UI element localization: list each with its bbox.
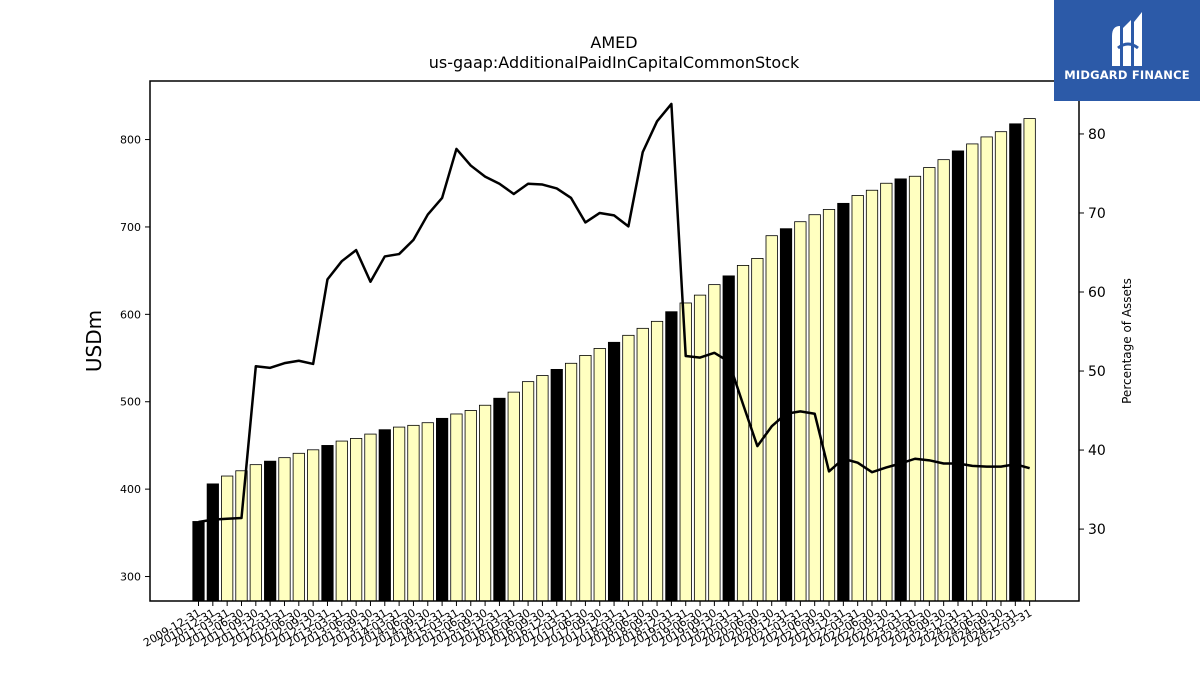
bar (478, 404, 492, 602)
bar (536, 375, 549, 602)
y2-tick-label: 70 (1088, 206, 1106, 222)
bar (994, 131, 1008, 602)
bar (450, 413, 463, 602)
bar (221, 475, 234, 602)
bar (751, 258, 764, 602)
y-tick-label: 600 (120, 308, 141, 321)
bar (206, 483, 219, 602)
bar (837, 202, 850, 602)
y-tick-label: 500 (120, 396, 141, 409)
bar (880, 182, 893, 602)
bar (407, 424, 420, 602)
midgard-finance-logo: MIDGARD FINANCE (1054, 0, 1200, 101)
logo-text: MIDGARD FINANCE (1064, 68, 1190, 82)
y2-axis-label: Percentage of Assets (1120, 278, 1134, 404)
y-axis-label: USDm (82, 310, 106, 372)
bar (951, 150, 965, 602)
bar (966, 143, 979, 602)
y-tick-label: 300 (120, 571, 141, 584)
y-tick-label: 700 (120, 221, 141, 234)
bar (765, 235, 778, 602)
bar (650, 320, 664, 602)
bar (493, 397, 506, 602)
bar (708, 284, 721, 602)
bar (235, 470, 248, 602)
bar (851, 195, 864, 602)
logo-mark-icon (1112, 12, 1142, 66)
bar (550, 368, 563, 602)
bar (335, 440, 348, 602)
bar (436, 417, 449, 602)
bar (980, 136, 993, 602)
bar (736, 264, 750, 602)
y2-tick-label: 60 (1088, 285, 1106, 301)
bar (278, 457, 291, 602)
bar (665, 311, 678, 602)
bar (894, 178, 907, 602)
bar (937, 159, 950, 602)
bar-series (192, 118, 1036, 602)
y-axis-right: 30 40 50 60 70 80 (1079, 127, 1106, 538)
bar (264, 460, 277, 602)
line-series (198, 102, 1030, 524)
bar (521, 381, 535, 602)
bar (321, 445, 334, 602)
y-tick-label: 800 (120, 134, 141, 147)
bar (636, 327, 649, 602)
y-tick-label: 400 (120, 483, 141, 496)
bar (249, 464, 262, 602)
y2-tick-label: 50 (1088, 364, 1106, 380)
bar (1009, 123, 1022, 602)
bar (464, 410, 477, 602)
bar (192, 521, 205, 602)
bar (923, 167, 936, 602)
bar (622, 334, 635, 602)
y-axis-left: 300 400 500 600 700 800 (120, 134, 150, 584)
bar (693, 294, 707, 602)
bar (808, 214, 821, 602)
bar (908, 175, 922, 602)
chart-subtitle: us-gaap:AdditionalPaidInCapitalCommonSto… (429, 53, 800, 72)
bar (292, 452, 305, 602)
bar (378, 429, 391, 602)
chart-title: AMED (590, 33, 637, 52)
bar (1023, 118, 1036, 602)
bar (607, 341, 621, 602)
y2-tick-label: 80 (1088, 127, 1106, 143)
bar (364, 433, 377, 602)
bar (822, 209, 836, 602)
y2-tick-label: 40 (1088, 443, 1106, 459)
bar (579, 355, 592, 602)
bar (507, 391, 520, 602)
bar (865, 189, 879, 602)
bar (564, 362, 578, 602)
bar (393, 426, 406, 602)
bar (593, 348, 606, 602)
bar (722, 275, 735, 602)
y2-tick-label: 30 (1088, 522, 1106, 538)
bar (421, 422, 434, 602)
bar (350, 438, 363, 602)
bar (307, 449, 320, 602)
percentage-line (198, 102, 1030, 524)
